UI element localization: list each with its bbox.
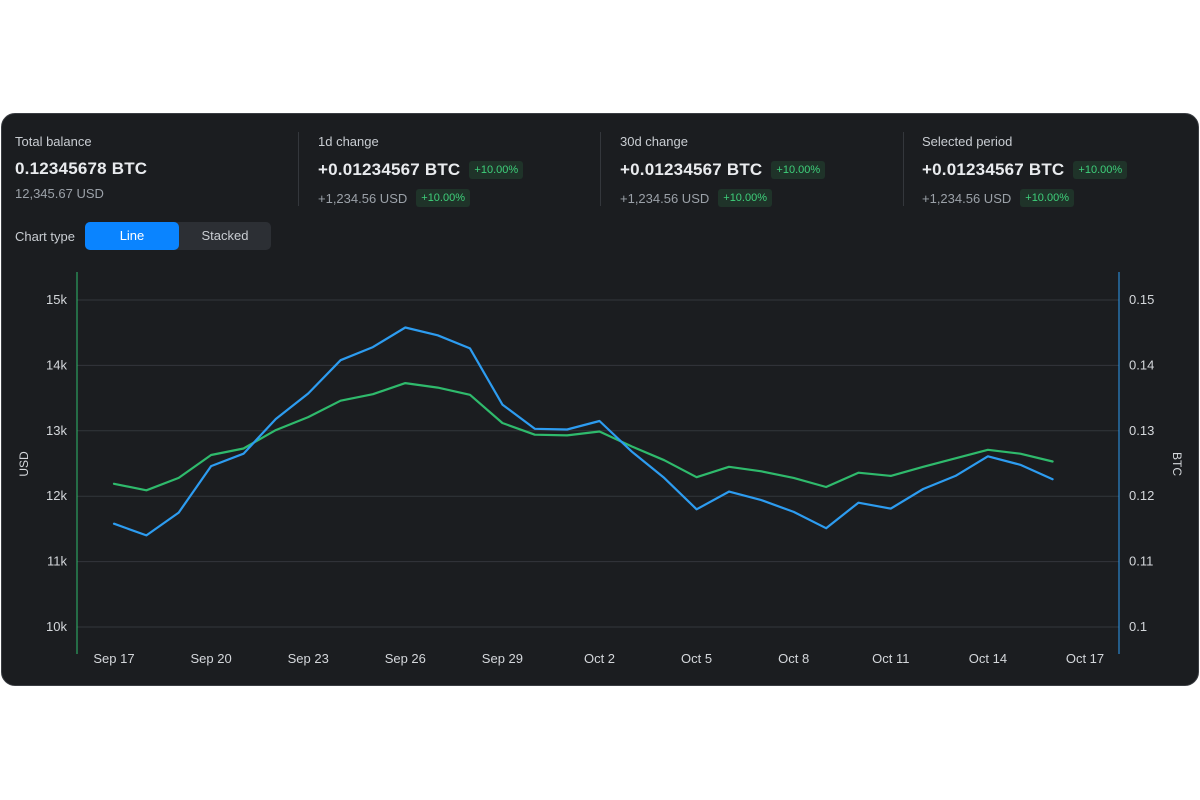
balance-chart: 10k 11k 12k 13k 14k 15k 0.1 0.11 0.12 0.13 0.14 0.1… — [17, 272, 1184, 666]
chart-type-toggle: Line Stacked — [84, 222, 271, 250]
y-left-tick-label: 15k — [46, 292, 67, 307]
y-right-tick-label: 0.14 — [1129, 357, 1154, 372]
stat-30d-change: 30d change +0.01234567 BTC +10.00% +1,234… — [620, 134, 826, 207]
chart-type-control: Chart type Line Stacked — [15, 222, 271, 250]
x-tick-label: Sep 20 — [190, 651, 231, 666]
change-badge: +10.00% — [416, 189, 470, 207]
change-badge: +10.00% — [718, 189, 772, 207]
usd-series-line — [112, 382, 1054, 492]
x-tick-label: Oct 11 — [872, 651, 909, 666]
y-left-tick-label: 11k — [47, 554, 67, 569]
chart-type-line-button[interactable]: Line — [84, 222, 179, 250]
x-tick-label: Sep 29 — [482, 651, 523, 666]
change-badge: +10.00% — [1020, 189, 1074, 207]
change-badge: +10.00% — [469, 161, 524, 179]
change-badge: +10.00% — [1073, 161, 1128, 179]
stat-value: +0.01234567 BTC — [318, 160, 461, 179]
x-tick-label: Oct 17 — [1066, 651, 1104, 666]
axes — [76, 272, 1120, 654]
stat-selected-period: Selected period +0.01234567 BTC +10.00% +… — [922, 134, 1128, 207]
stat-sub-value: 12,345.67 USD — [15, 186, 104, 201]
y-right-tick-label: 0.12 — [1129, 488, 1154, 503]
stat-sub-value: +1,234.56 USD — [922, 190, 1012, 206]
stats-row: Total balance 0.12345678 BTC 12,345.67 U… — [2, 114, 1198, 214]
x-tick-label: Sep 26 — [385, 651, 426, 666]
divider — [600, 132, 601, 206]
y-right-tick-label: 0.15 — [1129, 292, 1154, 307]
stat-1d-change: 1d change +0.01234567 BTC +10.00% +1,234.… — [318, 134, 524, 207]
chart-type-label: Chart type — [15, 228, 75, 244]
series — [112, 326, 1054, 537]
y-left-tick-label: 14k — [46, 357, 67, 372]
x-tick-label: Oct 2 — [584, 651, 615, 666]
y-axis-right-label: BTC — [1170, 452, 1184, 476]
stat-sub-value: +1,234.56 USD — [318, 190, 408, 206]
x-tick-label: Sep 23 — [288, 651, 329, 666]
y-left-tick-label: 12k — [46, 488, 67, 503]
x-tick-label: Oct 14 — [969, 651, 1007, 666]
portfolio-card: Total balance 0.12345678 BTC 12,345.67 U… — [1, 113, 1199, 686]
divider — [298, 132, 299, 206]
stat-label: 30d change — [620, 134, 688, 149]
stat-value: +0.01234567 BTC — [922, 160, 1065, 179]
y-right-tick-label: 0.1 — [1129, 619, 1147, 634]
y-axis-left-label: USD — [17, 451, 31, 477]
stat-value: +0.01234567 BTC — [620, 160, 763, 179]
grid — [77, 299, 1119, 628]
chart-type-stacked-button[interactable]: Stacked — [201, 228, 249, 243]
x-tick-label: Sep 17 — [93, 651, 134, 666]
stat-label: Selected period — [922, 134, 1013, 149]
x-tick-label: Oct 8 — [778, 651, 809, 666]
y-right-tick-label: 0.13 — [1129, 423, 1154, 438]
stat-total-balance: Total balance 0.12345678 BTC 12,345.67 U… — [15, 134, 147, 201]
y-left-tick-label: 10k — [46, 619, 67, 634]
y-right-tick-label: 0.11 — [1129, 554, 1153, 569]
stat-label: 1d change — [318, 134, 379, 149]
x-tick-label: Oct 5 — [681, 651, 712, 666]
stat-label: Total balance — [15, 134, 92, 149]
divider — [903, 132, 904, 206]
y-left-tick-label: 13k — [46, 423, 67, 438]
change-badge: +10.00% — [771, 161, 826, 179]
btc-series-line — [112, 326, 1054, 537]
stat-sub-value: +1,234.56 USD — [620, 190, 710, 206]
tick-labels: 10k 11k 12k 13k 14k 15k 0.1 0.11 0.12 0.13 0.14 0.1… — [46, 292, 1154, 666]
stat-value: 0.12345678 BTC — [15, 159, 148, 178]
